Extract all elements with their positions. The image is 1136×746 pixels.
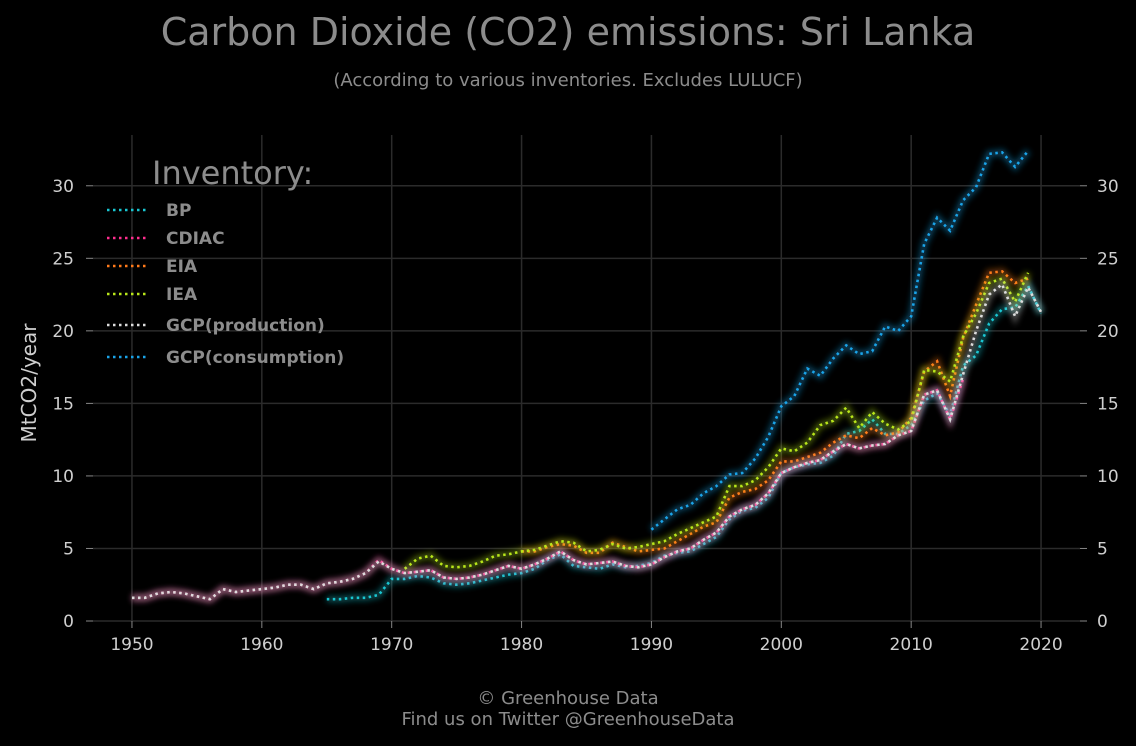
y-tick-label-left: 25: [52, 249, 74, 269]
legend-label: GCP(consumption): [166, 348, 344, 368]
legend-title: Inventory:: [152, 154, 313, 192]
x-tick-label: 1970: [370, 635, 413, 655]
y-tick-label-left: 5: [63, 539, 74, 559]
x-tick-label: 2020: [1019, 635, 1062, 655]
chart-subtitle: (According to various inventories. Exclu…: [333, 70, 803, 91]
y-tick-label-left: 30: [52, 177, 74, 197]
y-tick-label-left: 10: [52, 467, 74, 487]
chart-title: Carbon Dioxide (CO2) emissions: Sri Lank…: [160, 10, 976, 54]
legend-label: BP: [166, 201, 191, 221]
x-tick-label: 1960: [240, 635, 283, 655]
series-glow-iea: [402, 271, 1032, 572]
y-tick-label-left: 0: [63, 612, 74, 632]
series-glow-gcp-consumption: [649, 148, 1031, 533]
series-layer: [132, 148, 1045, 603]
y-tick-label-right: 0: [1097, 612, 1108, 632]
legend-label: EIA: [166, 257, 198, 277]
legend-label: GCP(production): [166, 316, 325, 336]
x-tick-label: 1990: [630, 635, 673, 655]
x-tick-label: 1980: [500, 635, 543, 655]
y-tick-label-right: 10: [1097, 467, 1119, 487]
footer-twitter: Find us on Twitter @GreenhouseData: [401, 709, 735, 730]
y-tick-label-right: 15: [1097, 394, 1119, 414]
series-line-gcp-production: [132, 282, 1043, 601]
y-tick-label-right: 25: [1097, 249, 1119, 269]
legend-label: IEA: [166, 285, 198, 305]
y-tick-label-right: 5: [1097, 539, 1108, 559]
legend-label: CDIAC: [166, 229, 225, 249]
y-tick-label-right: 20: [1097, 322, 1119, 342]
x-tick-label: 2000: [760, 635, 803, 655]
y-axis-label: MtCO2/year: [17, 323, 41, 443]
x-tick-label: 1950: [110, 635, 153, 655]
y-tick-label-left: 20: [52, 322, 74, 342]
x-tick-label: 2010: [890, 635, 933, 655]
y-tick-label-left: 15: [52, 394, 74, 414]
footer-copyright: © Greenhouse Data: [477, 688, 659, 709]
y-tick-label-right: 30: [1097, 177, 1119, 197]
legend: Inventory: BP CDIAC EIA IEA GCP(production) GC…: [107, 154, 344, 368]
